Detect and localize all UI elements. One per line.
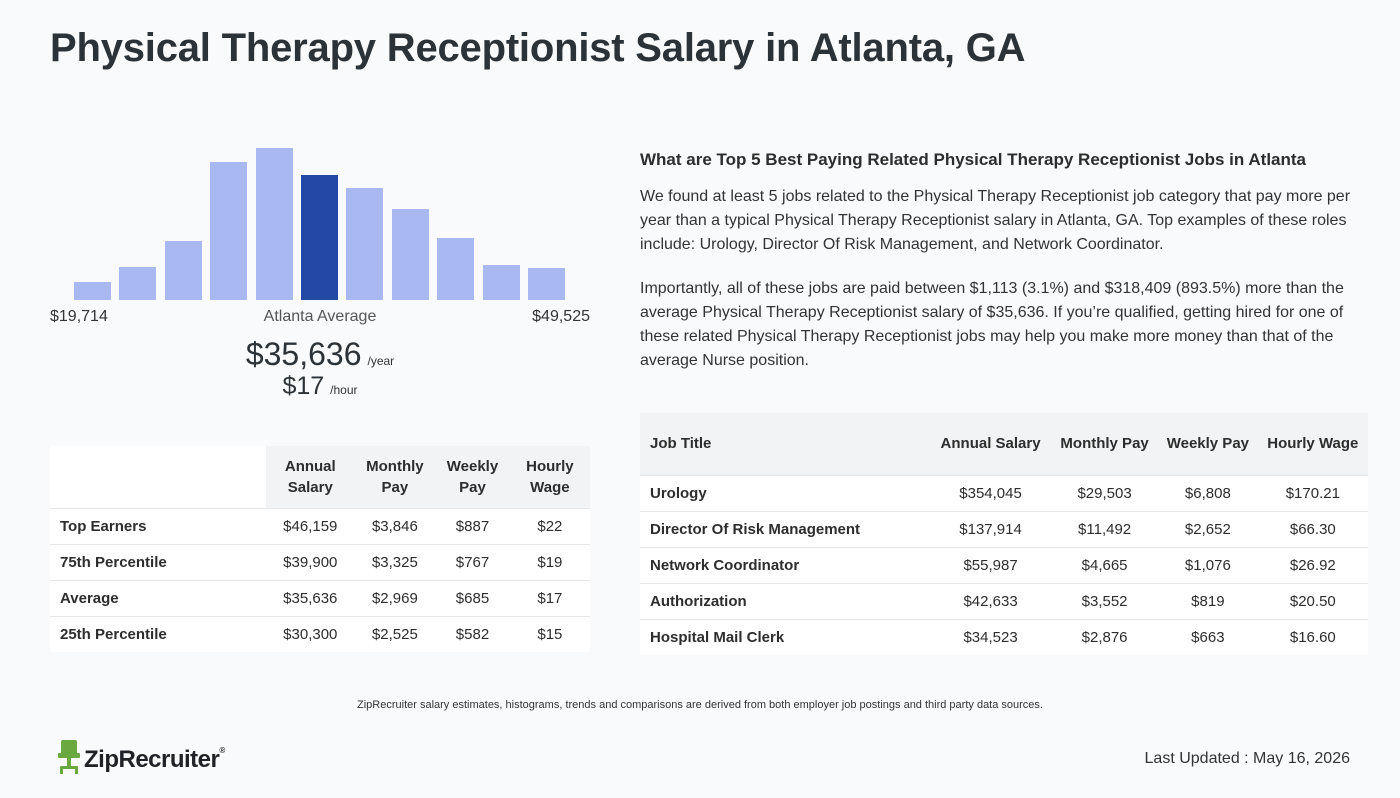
table-cell: $767 — [435, 543, 510, 580]
table-cell: $17 — [509, 579, 590, 616]
table-cell: $1,076 — [1158, 546, 1258, 583]
histogram-bar — [391, 209, 429, 300]
table-cell: $42,633 — [930, 582, 1052, 619]
histogram-bar — [74, 282, 111, 300]
table-cell: $2,652 — [1158, 510, 1258, 547]
table-row: Average $35,636 $2,969 $685 $17 — [50, 579, 590, 616]
table-row: Urology $354,045 $29,503 $6,808 $170.21 — [640, 474, 1368, 511]
histogram-max-label: $49,525 — [532, 308, 590, 325]
table-cell: $20.50 — [1257, 582, 1368, 619]
table-cell: $582 — [435, 615, 510, 652]
related-jobs-paragraph-1: We found at least 5 jobs related to the … — [640, 188, 1351, 253]
histogram-labels: $19,714 Atlanta Average $49,525 — [50, 308, 590, 328]
histogram-bar — [255, 148, 293, 300]
average-yearly-value: $35,636 — [245, 336, 362, 372]
table-cell: $16.60 — [1257, 618, 1368, 655]
row-label: Average — [50, 579, 266, 616]
average-yearly: $35,636/year — [50, 336, 590, 373]
table-row: Network Coordinator $55,987 $4,665 $1,07… — [640, 546, 1368, 583]
table-cell: $819 — [1158, 582, 1258, 619]
percentile-table-header: Annual Salary Monthly Pay Weekly Pay Hou… — [50, 446, 590, 508]
percentile-header-monthly: Monthly Pay — [354, 446, 436, 508]
job-title-cell: Network Coordinator — [640, 546, 930, 583]
chair-logo-icon — [58, 740, 80, 779]
table-cell: $137,914 — [930, 510, 1052, 547]
table-cell: $4,665 — [1051, 546, 1159, 583]
jobs-header-title: Job Title — [640, 413, 930, 475]
table-cell: $34,523 — [930, 618, 1052, 655]
table-cell: $30,300 — [266, 615, 355, 652]
jobs-header-hourly: Hourly Wage — [1257, 413, 1368, 475]
row-label: Top Earners — [50, 507, 266, 544]
row-label: 25th Percentile — [50, 615, 266, 652]
histogram-center-label: Atlanta Average — [263, 308, 377, 325]
table-row: Director Of Risk Management $137,914 $11… — [640, 510, 1368, 547]
table-cell: $35,636 — [266, 579, 355, 616]
table-row: Authorization $42,633 $3,552 $819 $20.50 — [640, 582, 1368, 619]
jobs-header-weekly: Weekly Pay — [1158, 413, 1258, 475]
ziprecruiter-logo[interactable]: ZipRecruiter® — [58, 740, 225, 779]
histogram-min-label: $19,714 — [50, 308, 108, 325]
table-cell: $3,552 — [1051, 582, 1159, 619]
table-cell: $663 — [1158, 618, 1258, 655]
table-cell: $46,159 — [266, 507, 355, 544]
histogram-bar — [528, 268, 565, 300]
table-cell: $39,900 — [266, 543, 355, 580]
jobs-header-annual: Annual Salary — [930, 413, 1052, 475]
row-label: 75th Percentile — [50, 543, 266, 580]
percentile-header-annual: Annual Salary — [266, 446, 355, 508]
table-cell: $170.21 — [1257, 474, 1368, 511]
table-cell: $55,987 — [930, 546, 1052, 583]
percentile-header-weekly: Weekly Pay — [435, 446, 510, 508]
histogram-bar — [346, 188, 384, 300]
table-cell: $2,525 — [354, 615, 436, 652]
table-row: 25th Percentile $30,300 $2,525 $582 $15 — [50, 615, 590, 652]
related-jobs-table: Job Title Annual Salary Monthly Pay Week… — [640, 413, 1368, 655]
job-title-cell: Hospital Mail Clerk — [640, 618, 930, 655]
job-title-cell: Director Of Risk Management — [640, 510, 930, 547]
data-source-disclaimer: ZipRecruiter salary estimates, histogram… — [357, 699, 1043, 711]
jobs-table-header: Job Title Annual Salary Monthly Pay Week… — [640, 413, 1368, 475]
page-title: Physical Therapy Receptionist Salary in … — [50, 26, 1026, 70]
logo-text: ZipRecruiter® — [84, 745, 225, 773]
table-cell: $2,876 — [1051, 618, 1159, 655]
histogram-bar — [437, 238, 475, 300]
table-cell: $11,492 — [1051, 510, 1159, 547]
related-jobs-title: What are Top 5 Best Paying Related Physi… — [640, 150, 1306, 169]
histogram-bar-average — [301, 175, 338, 300]
average-hourly: $17/hour — [50, 372, 590, 401]
average-hourly-unit: /hour — [330, 383, 358, 397]
table-cell: $2,969 — [354, 579, 436, 616]
average-yearly-unit: /year — [367, 354, 395, 368]
table-cell: $887 — [435, 507, 510, 544]
job-title-cell: Authorization — [640, 582, 930, 619]
table-cell: $22 — [509, 507, 590, 544]
table-cell: $15 — [509, 615, 590, 652]
table-cell: $3,846 — [354, 507, 436, 544]
table-cell: $26.92 — [1257, 546, 1368, 583]
table-cell: $354,045 — [930, 474, 1052, 511]
table-cell: $29,503 — [1051, 474, 1159, 511]
last-updated: Last Updated : May 16, 2026 — [1144, 750, 1350, 767]
table-cell: $3,325 — [354, 543, 436, 580]
salary-histogram — [50, 140, 590, 300]
job-title-cell: Urology — [640, 474, 930, 511]
histogram-bar — [119, 267, 157, 300]
percentile-header-hourly: Hourly Wage — [509, 446, 590, 508]
table-cell: $19 — [509, 543, 590, 580]
table-row: Top Earners $46,159 $3,846 $887 $22 — [50, 507, 590, 544]
average-hourly-value: $17 — [282, 372, 325, 400]
histogram-bar — [210, 162, 248, 300]
percentile-header-blank — [50, 446, 266, 508]
table-cell: $66.30 — [1257, 510, 1368, 547]
histogram-bar — [164, 241, 202, 300]
percentile-table: Annual Salary Monthly Pay Weekly Pay Hou… — [50, 446, 590, 652]
related-jobs-paragraph-2: Importantly, all of these jobs are paid … — [640, 280, 1344, 369]
table-row: 75th Percentile $39,900 $3,325 $767 $19 — [50, 543, 590, 580]
table-row: Hospital Mail Clerk $34,523 $2,876 $663 … — [640, 618, 1368, 655]
table-cell: $6,808 — [1158, 474, 1258, 511]
jobs-header-monthly: Monthly Pay — [1051, 413, 1159, 475]
table-cell: $685 — [435, 579, 510, 616]
histogram-bar — [482, 265, 520, 300]
